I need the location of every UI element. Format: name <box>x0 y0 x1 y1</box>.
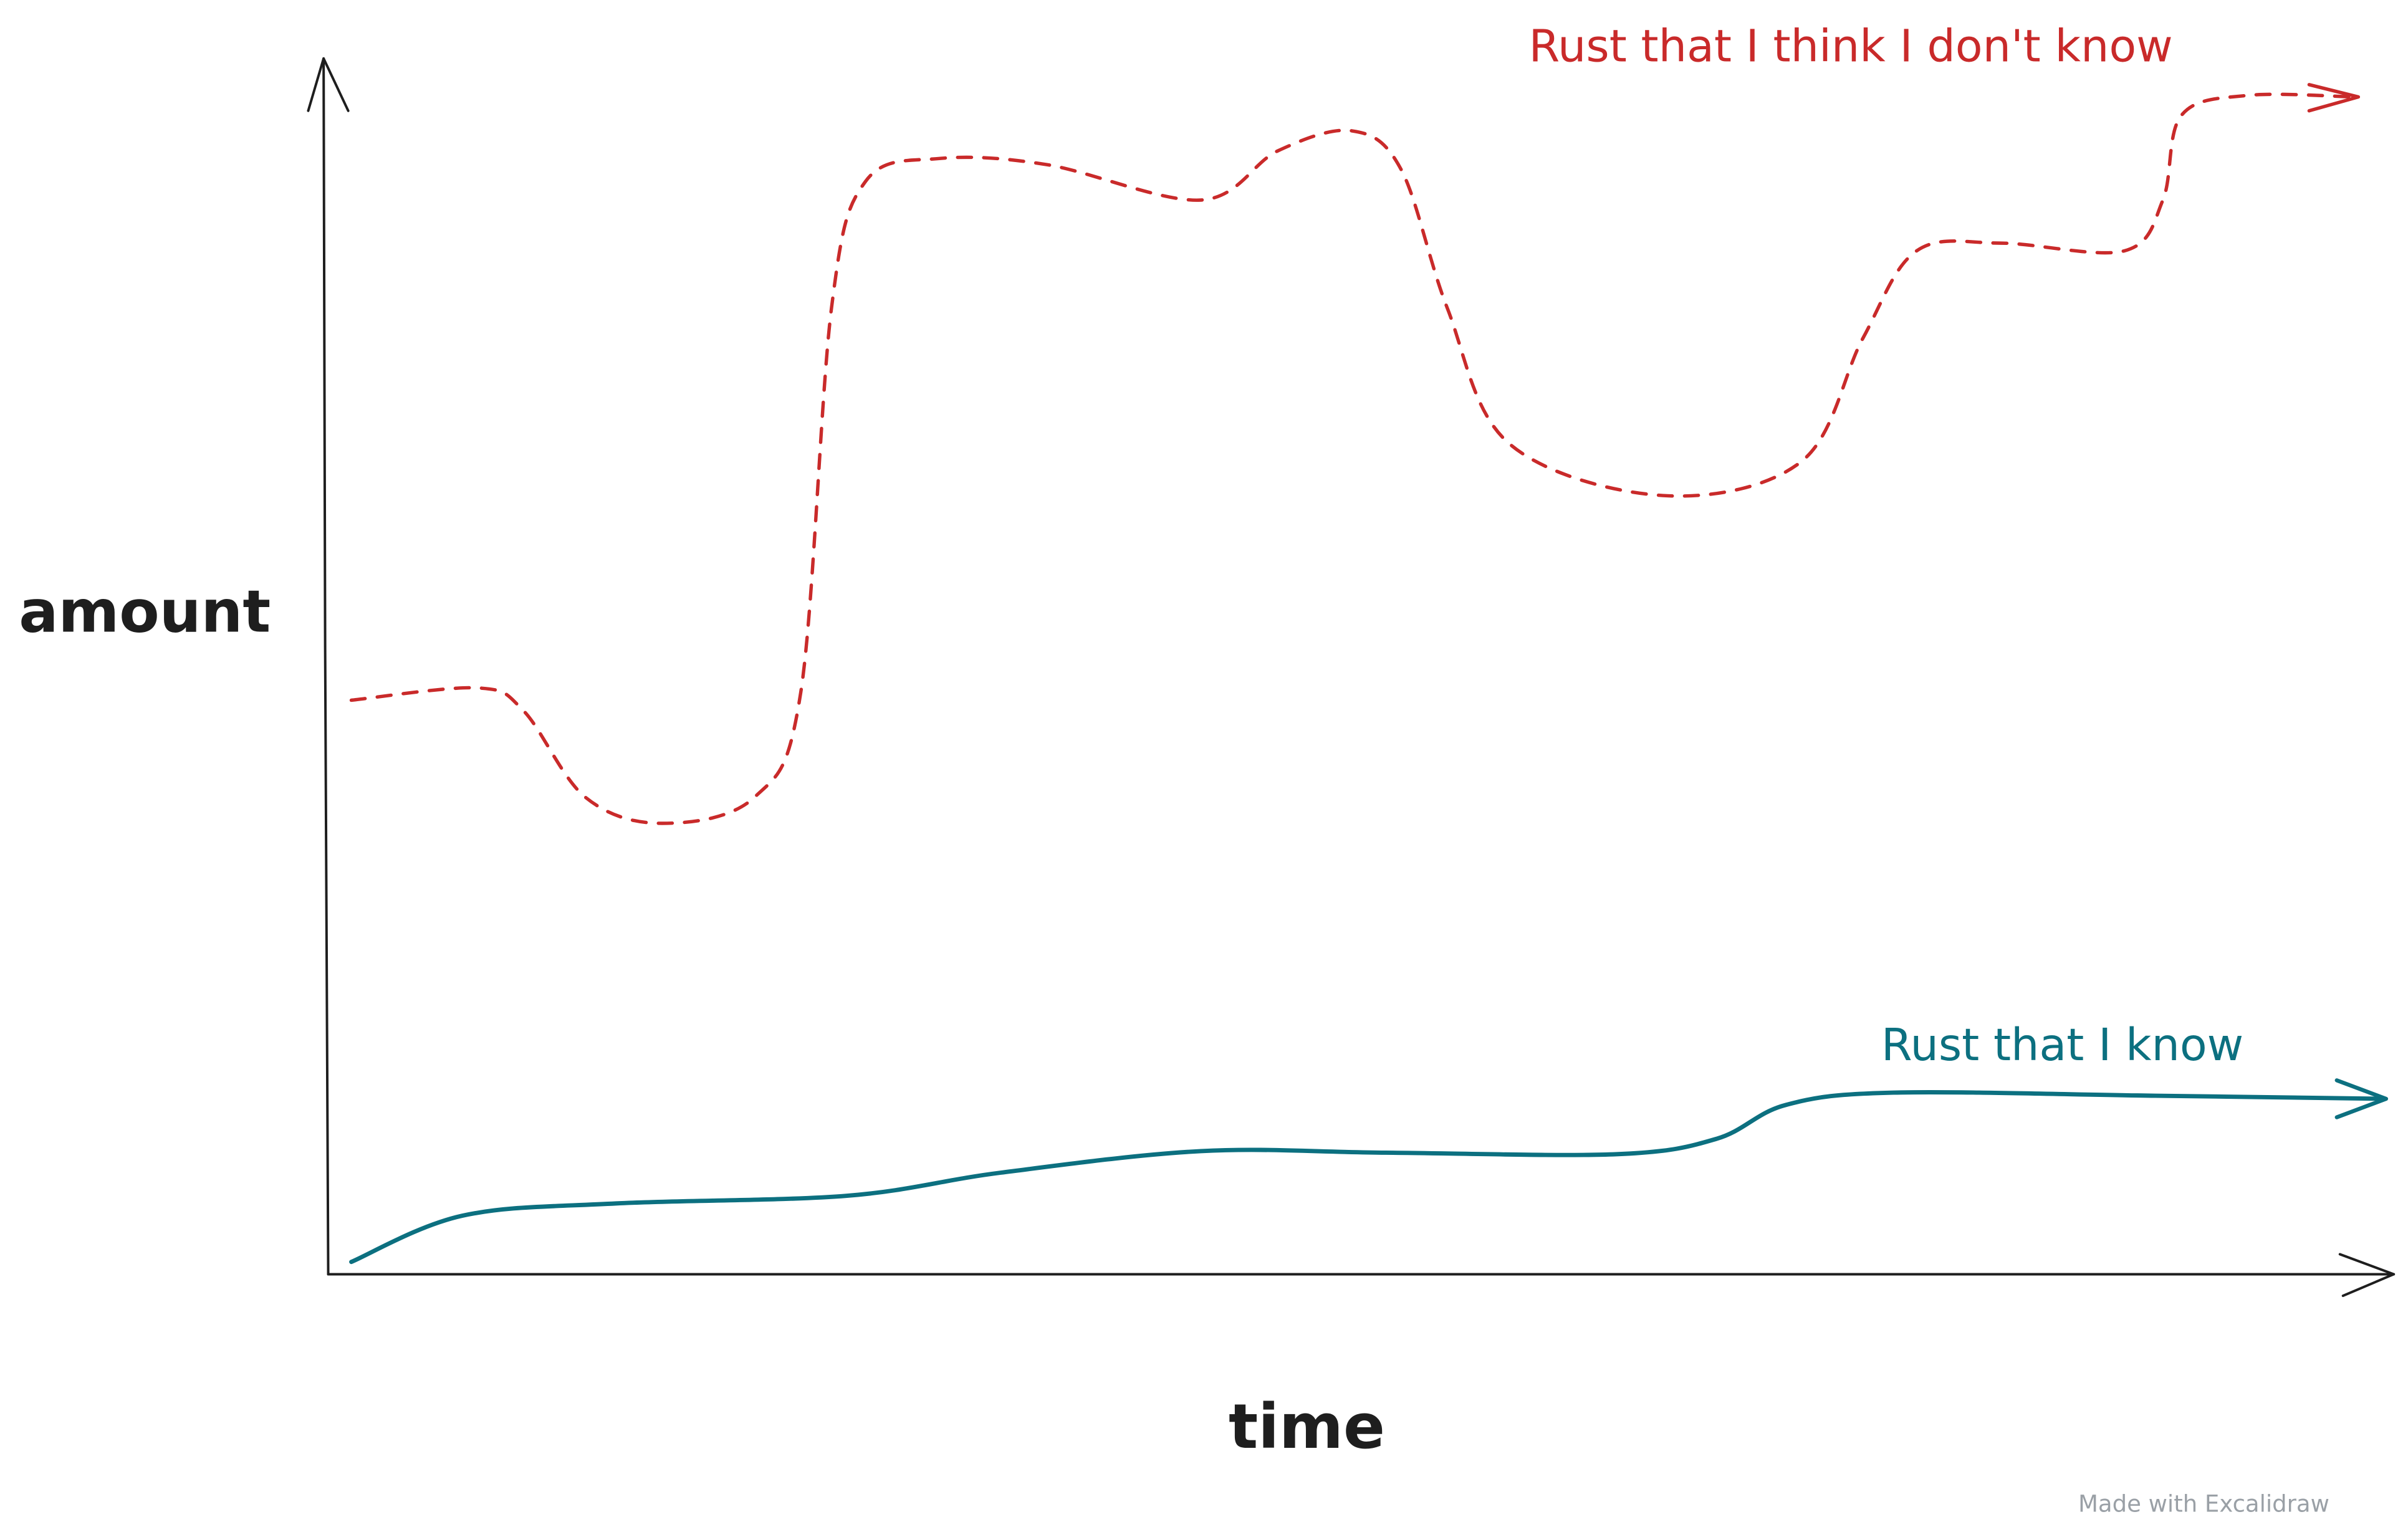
unknown-curve <box>349 92 2358 825</box>
known-curve-arrow <box>2334 1078 2389 1119</box>
x-axis-arrow <box>2338 1253 2396 1298</box>
y-axis-label: amount <box>19 578 271 646</box>
y-axis-arrow <box>307 57 350 112</box>
curve-label: Rust that I think I don't know <box>1528 21 2172 72</box>
x-axis-label: time <box>1229 1391 1385 1463</box>
unknown-curve-arrow <box>2307 83 2361 113</box>
y-axis <box>322 57 330 1276</box>
known-curve <box>349 1090 2386 1265</box>
curve-label: Rust that I know <box>1881 1019 2243 1071</box>
footer: Made with Excalidraw <box>2078 1490 2329 1517</box>
